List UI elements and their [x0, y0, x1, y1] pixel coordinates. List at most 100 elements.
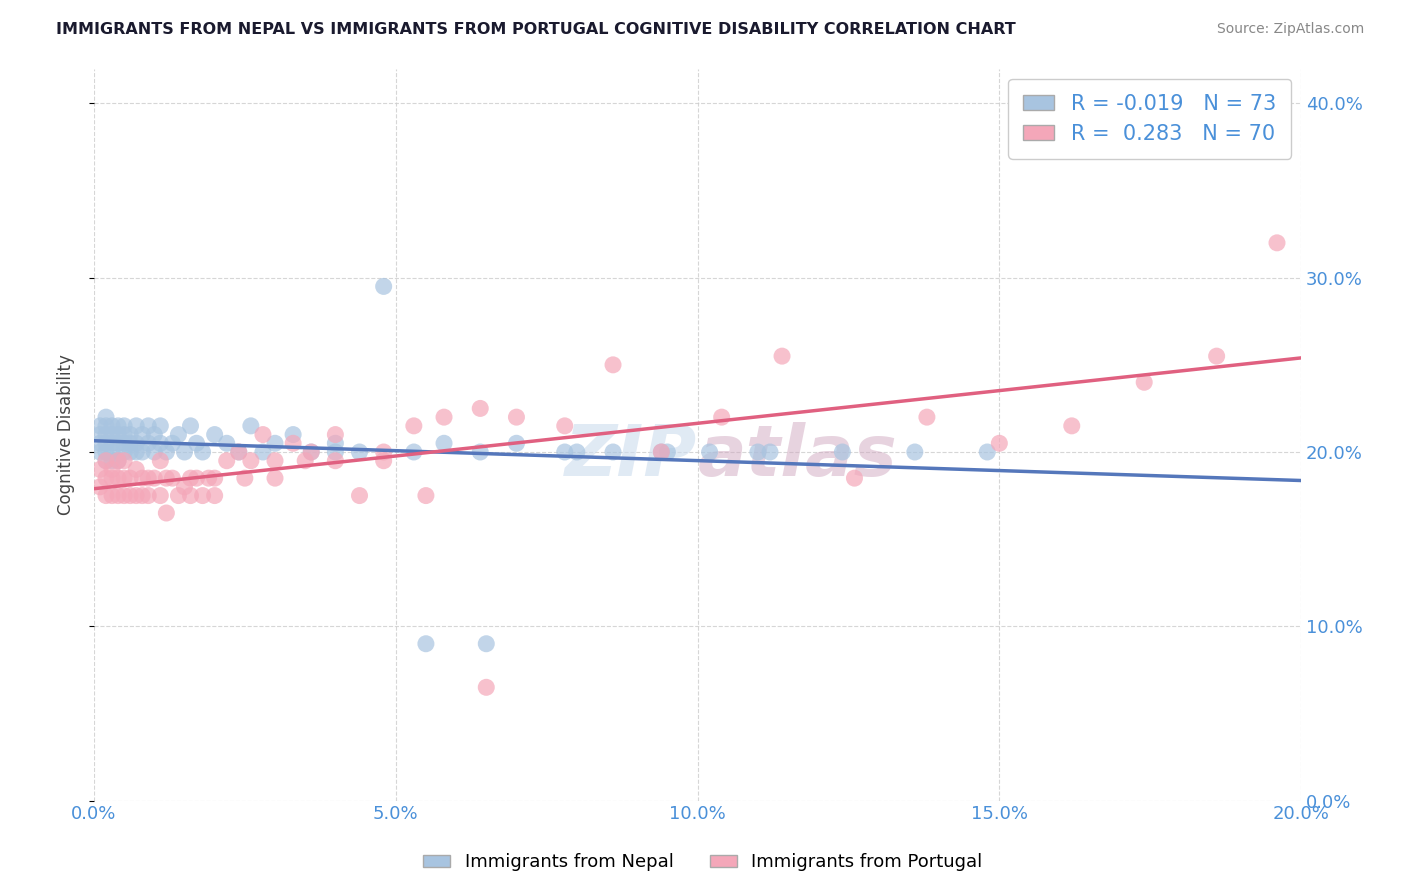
Point: [299, 445, 322, 459]
Point: [125, 462, 148, 476]
Text: ZIP: ZIP: [565, 422, 697, 491]
Point: [94, 436, 117, 450]
Point: [281, 427, 304, 442]
Point: [373, 279, 395, 293]
Point: [94, 489, 117, 503]
Point: [759, 445, 782, 459]
Point: [112, 427, 135, 442]
Point: [1205, 349, 1227, 363]
Point: [470, 401, 492, 416]
Point: [89, 436, 111, 450]
Point: [475, 681, 498, 695]
Point: [264, 453, 287, 467]
Point: [120, 436, 142, 450]
Point: [131, 489, 153, 503]
Point: [602, 445, 624, 459]
Point: [215, 453, 238, 467]
Point: [179, 471, 201, 485]
Point: [173, 480, 195, 494]
Point: [554, 445, 576, 459]
Point: [186, 471, 208, 485]
Point: [415, 637, 437, 651]
Text: atlas: atlas: [697, 422, 897, 491]
Point: [281, 436, 304, 450]
Point: [101, 471, 124, 485]
Point: [844, 471, 866, 485]
Point: [179, 418, 201, 433]
Point: [143, 445, 166, 459]
Point: [402, 445, 425, 459]
Point: [252, 445, 274, 459]
Point: [197, 471, 219, 485]
Point: [976, 445, 998, 459]
Point: [125, 445, 148, 459]
Point: [191, 489, 214, 503]
Point: [107, 436, 129, 450]
Point: [94, 410, 117, 425]
Point: [155, 445, 177, 459]
Point: [94, 453, 117, 467]
Point: [125, 436, 148, 450]
Point: [915, 410, 938, 425]
Point: [89, 427, 111, 442]
Point: [325, 453, 347, 467]
Point: [173, 445, 195, 459]
Point: [228, 445, 250, 459]
Text: Source: ZipAtlas.com: Source: ZipAtlas.com: [1216, 22, 1364, 37]
Point: [107, 489, 129, 503]
Point: [112, 436, 135, 450]
Point: [149, 489, 172, 503]
Point: [112, 418, 135, 433]
Point: [155, 506, 177, 520]
Point: [149, 436, 172, 450]
Point: [650, 445, 672, 459]
Point: [505, 436, 527, 450]
Point: [233, 471, 256, 485]
Point: [402, 418, 425, 433]
Point: [179, 489, 201, 503]
Point: [162, 471, 184, 485]
Point: [505, 410, 527, 425]
Point: [149, 418, 172, 433]
Point: [89, 418, 111, 433]
Point: [239, 418, 262, 433]
Point: [94, 445, 117, 459]
Point: [988, 436, 1011, 450]
Point: [149, 453, 172, 467]
Point: [252, 427, 274, 442]
Point: [120, 489, 142, 503]
Point: [120, 427, 142, 442]
Point: [415, 489, 437, 503]
Point: [191, 445, 214, 459]
Point: [349, 445, 371, 459]
Point: [155, 471, 177, 485]
Point: [264, 436, 287, 450]
Point: [470, 445, 492, 459]
Point: [325, 436, 347, 450]
Point: [239, 453, 262, 467]
Point: [475, 637, 498, 651]
Point: [904, 445, 927, 459]
Point: [125, 418, 148, 433]
Point: [565, 445, 588, 459]
Text: IMMIGRANTS FROM NEPAL VS IMMIGRANTS FROM PORTUGAL COGNITIVE DISABILITY CORRELATI: IMMIGRANTS FROM NEPAL VS IMMIGRANTS FROM…: [56, 22, 1017, 37]
Point: [101, 427, 124, 442]
Point: [349, 489, 371, 503]
Point: [294, 453, 316, 467]
Point: [131, 427, 153, 442]
Point: [204, 427, 226, 442]
Point: [112, 471, 135, 485]
Point: [136, 471, 159, 485]
Legend: R = -0.019   N = 73, R =  0.283   N = 70: R = -0.019 N = 73, R = 0.283 N = 70: [1008, 78, 1291, 159]
Point: [167, 427, 190, 442]
Point: [89, 480, 111, 494]
Point: [710, 410, 733, 425]
Point: [204, 471, 226, 485]
Point: [1133, 376, 1156, 390]
Point: [107, 418, 129, 433]
Point: [433, 436, 456, 450]
Point: [101, 445, 124, 459]
Point: [162, 436, 184, 450]
Point: [89, 445, 111, 459]
Point: [101, 436, 124, 450]
